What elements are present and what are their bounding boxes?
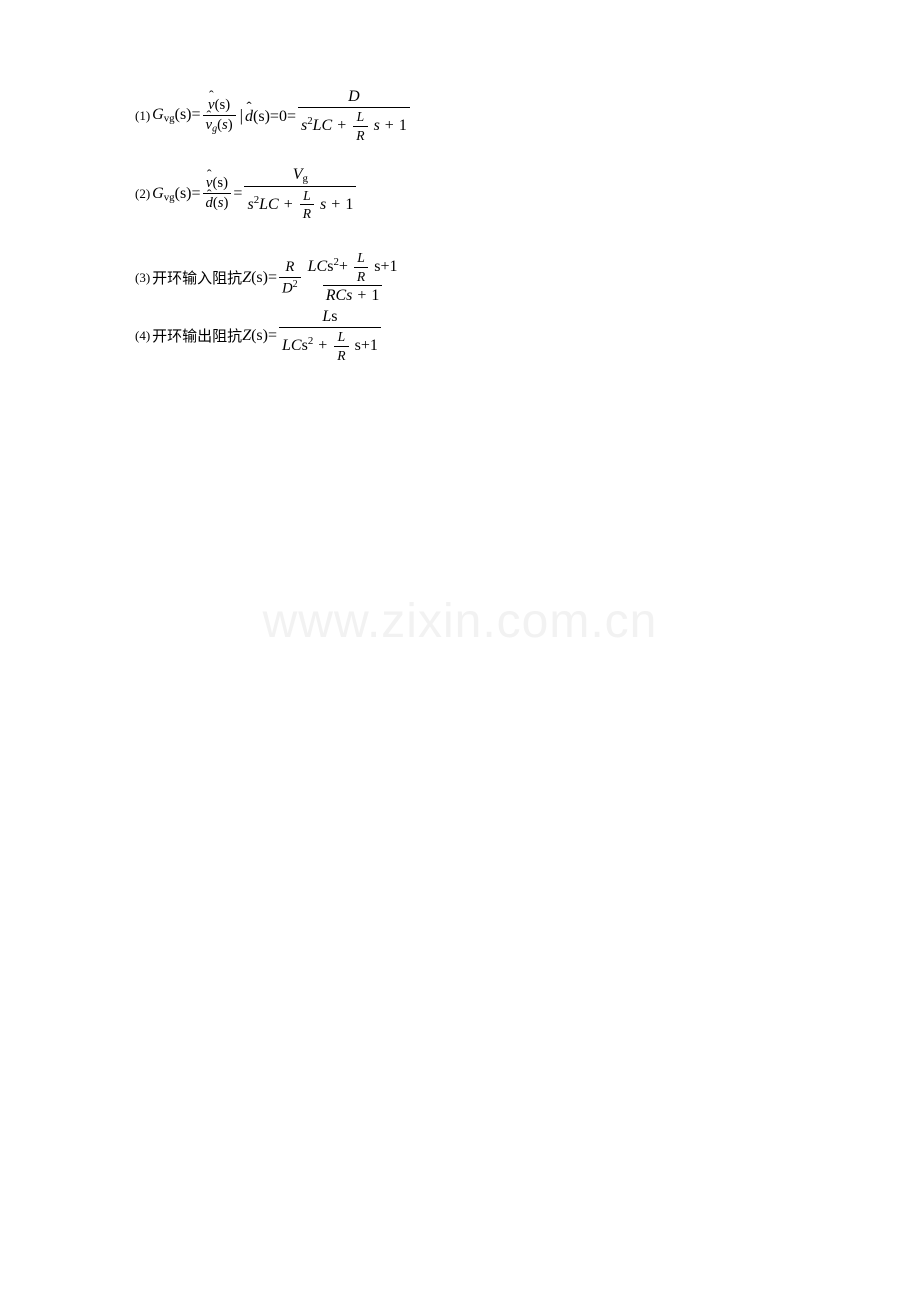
eq1-frac-rhs: D s2LC + LR s + 1 [298,88,410,144]
eq4-frac-rhs: Ls LCs2 + LR s+1 [279,308,381,364]
eq3-prefix-cjk: 开环输入阻抗 [152,267,242,288]
eq2-math: Gvg(s)= v(s) d(s) = Vg s2LC + LR s + 1 [152,166,358,222]
watermark-text: www.zixin.com.cn [0,594,920,649]
eq1-label: (1) [135,108,150,124]
eq3-label: (3) [135,270,150,286]
eq1-frac1: v(s) vg(s) [203,97,236,135]
eq2-label: (2) [135,186,150,202]
equation-1: (1) Gvg(s)= v(s) vg(s) |d(s)=0= D s2LC +… [135,88,785,144]
eq3-math: Z(s)= R D2 LCs2+ LR s+1 RCs + 1 [242,250,402,306]
eq3-factor: R D2 [279,259,301,297]
eq1-math: Gvg(s)= v(s) vg(s) |d(s)=0= D s2LC + LR … [152,88,412,144]
eq2-frac1: v(s) d(s) [203,175,232,212]
equations-block: (1) Gvg(s)= v(s) vg(s) |d(s)=0= D s2LC +… [135,88,785,363]
eq3-frac-rhs: LCs2+ LR s+1 RCs + 1 [305,250,401,306]
eq4-prefix-cjk: 开环输出阻抗 [152,325,242,346]
equation-2: (2) Gvg(s)= v(s) d(s) = Vg s2LC + LR s +… [135,166,785,222]
eq4-math: Z(s)= Ls LCs2 + LR s+1 [242,308,383,364]
equation-3: (3) 开环输入阻抗 Z(s)= R D2 LCs2+ LR s+1 RCs +… [135,250,785,306]
equation-4: (4) 开环输出阻抗 Z(s)= Ls LCs2 + LR s+1 [135,308,785,364]
eq2-frac-rhs: Vg s2LC + LR s + 1 [244,166,356,222]
eq4-label: (4) [135,328,150,344]
